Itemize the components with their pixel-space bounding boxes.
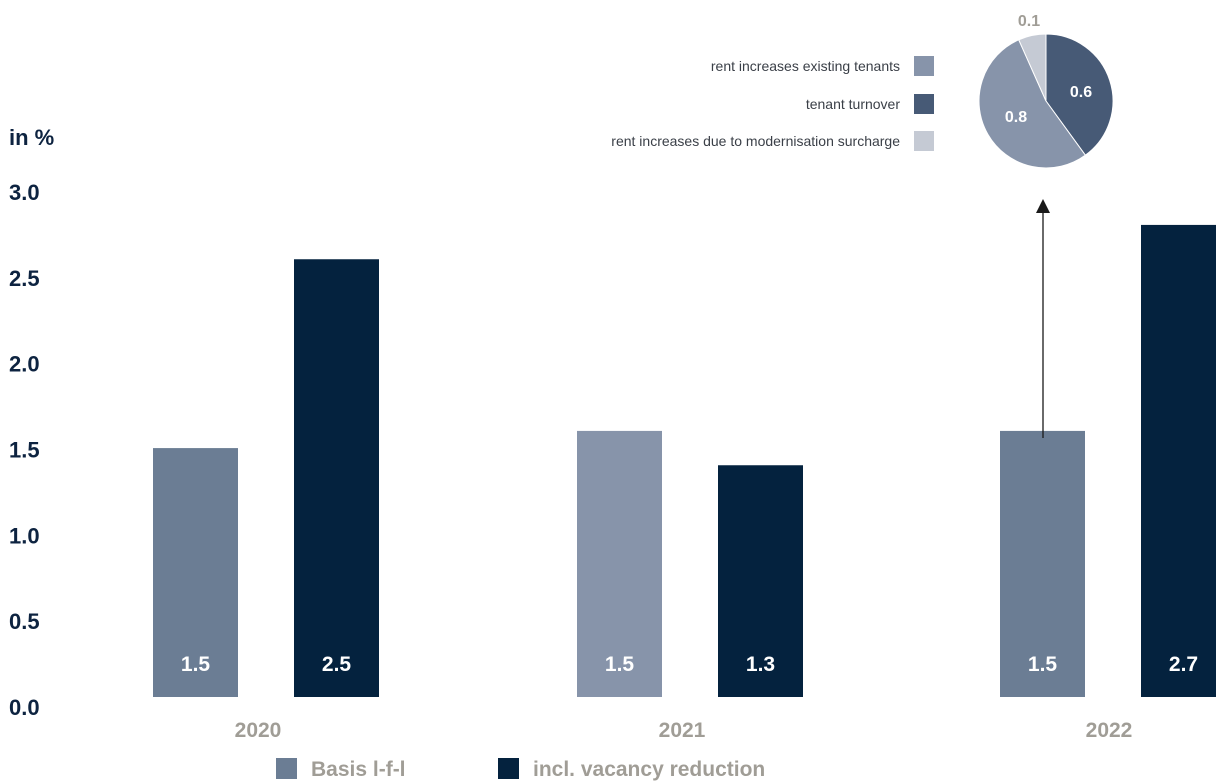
y-tick-label: 2.5	[9, 266, 40, 291]
y-tick-label: 3.0	[9, 180, 40, 205]
bar-2021-series-0	[577, 430, 662, 697]
y-tick-label: 1.0	[9, 523, 40, 548]
y-tick-label: 1.5	[9, 438, 40, 463]
x-tick-label: 2020	[235, 719, 282, 742]
breakdown-arrow-head	[1036, 199, 1050, 213]
pie-breakdown: 0.6 0.8 0.1 rent increases existing tenant…	[611, 13, 1114, 438]
bar-2020-series-0	[153, 448, 238, 697]
y-axis-unit-label: in %	[9, 125, 54, 150]
legend-swatch	[498, 758, 519, 779]
pie-legend-label: tenant turnover	[806, 96, 901, 112]
bar-value-label: 2.5	[322, 653, 352, 676]
pie-legend-label: rent increases existing tenants	[711, 58, 900, 74]
legend-label: incl. vacancy reduction	[533, 758, 765, 781]
bar-value-label: 1.5	[181, 653, 211, 676]
bar-value-label: 1.5	[605, 653, 635, 676]
chart-legend: Basis l-f-l incl. vacancy reduction	[276, 758, 765, 781]
pie-slice-label: 0.1	[1018, 13, 1040, 30]
y-axis-ticks: 0.0 0.5 1.0 1.5 2.0 2.5 3.0	[9, 180, 40, 720]
pie-legend-swatch	[914, 131, 934, 151]
bar-2022-series-1	[1141, 224, 1216, 697]
bar-2021-series-1	[718, 465, 803, 697]
pie-legend: rent increases existing tenants tenant tu…	[611, 56, 934, 151]
bar-value-label: 1.3	[746, 653, 775, 676]
pie-chart: 0.6 0.8 0.1	[978, 13, 1114, 169]
legend-swatch	[276, 758, 297, 779]
y-tick-label: 0.5	[9, 609, 40, 634]
y-tick-label: 2.0	[9, 352, 40, 377]
legend-label: Basis l-f-l	[311, 758, 406, 781]
y-tick-label: 0.0	[9, 695, 40, 720]
pie-slice-label: 0.8	[1005, 109, 1027, 126]
x-axis-labels: 2020 2021 2022	[235, 719, 1133, 742]
pie-slice-label: 0.6	[1070, 84, 1092, 101]
pie-slice	[1018, 33, 1047, 102]
pie-legend-swatch	[914, 56, 934, 76]
x-tick-label: 2022	[1086, 719, 1133, 742]
pie-slice	[978, 39, 1087, 169]
bar-value-label: 1.5	[1028, 653, 1058, 676]
pie-slice	[1045, 33, 1114, 156]
bar-series: 1.5 1.5 1.5 2.5 1.3 2.7	[153, 224, 1216, 697]
bar-value-label: 2.7	[1169, 653, 1198, 676]
x-tick-label: 2021	[659, 719, 706, 742]
bar-2022-series-0	[1000, 430, 1085, 697]
pie-legend-swatch	[914, 94, 934, 114]
bar-2020-series-1	[294, 259, 379, 697]
pie-legend-label: rent increases due to modernisation surc…	[611, 133, 900, 149]
